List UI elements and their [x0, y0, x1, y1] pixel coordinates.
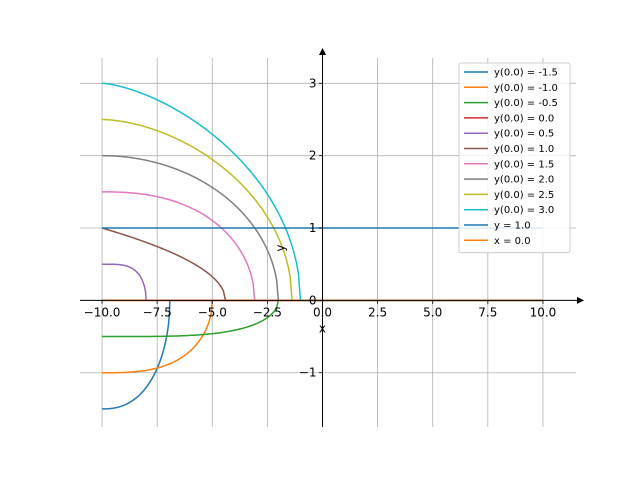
- x-tick-label: −2.5: [253, 305, 282, 319]
- series-line-5: [101, 227, 543, 302]
- legend-entry-label: y(0.0) = -1.0: [494, 83, 558, 94]
- x-axis-label: x: [319, 321, 326, 335]
- legend-entry-label: x = 0.0: [494, 236, 531, 247]
- series-line-7: [102, 154, 543, 302]
- y-axis-label: y: [273, 244, 287, 251]
- axes: [80, 48, 584, 427]
- x-tick-label: −5.0: [198, 305, 227, 319]
- legend-frame: [458, 62, 571, 254]
- y-tick-label: −1: [299, 366, 317, 380]
- series-line-1: [102, 299, 543, 374]
- x-tick-label: −7.5: [143, 305, 172, 319]
- series-line-6: [102, 191, 543, 302]
- legend-entry-label: y(0.0) = 3.0: [494, 205, 554, 216]
- x-tick-label: 5.0: [423, 305, 442, 319]
- legend-entry-label: y(0.0) = 1.0: [494, 144, 554, 155]
- legend: y(0.0) = -1.5 y(0.0) = -1.0 y(0.0) = -0.5 y…: [458, 62, 571, 254]
- ticks: −10.0 −7.5 −5.0 −2.5 0.0 2.5 5.0 7.5 10.0 −1 0 1 2 3: [84, 76, 557, 379]
- legend-entry-label: y(0.0) = 2.0: [494, 175, 554, 186]
- x-tick-label: 2.5: [368, 305, 387, 319]
- y-tick-label: 3: [309, 76, 317, 90]
- series-line-2: [102, 299, 543, 338]
- x-axis-arrow: [577, 296, 584, 304]
- series-line-4: [102, 263, 543, 302]
- x-tick-label: −10.0: [84, 305, 121, 319]
- x-tick-label: 10.0: [530, 305, 557, 319]
- y-tick-label: 1: [309, 221, 317, 235]
- legend-entry-label: y(0.0) = 1.5: [494, 159, 554, 170]
- legend-entry-label: y = 1.0: [494, 221, 531, 232]
- legend-entry-label: y(0.0) = -1.5: [494, 68, 558, 79]
- legend-entry-label: y(0.0) = 0.5: [494, 129, 554, 140]
- series-line-9: [101, 82, 543, 302]
- x-tick-label: 7.5: [478, 305, 497, 319]
- series-line-0: [102, 299, 543, 410]
- x-tick-label: 0.0: [313, 305, 332, 319]
- legend-entry-label: y(0.0) = 2.5: [494, 190, 554, 201]
- y-tick-label: 0: [309, 293, 317, 307]
- legend-entry-label: y(0.0) = 0.0: [494, 113, 554, 124]
- legend-entry-label: y(0.0) = -0.5: [494, 98, 558, 109]
- y-axis-arrow: [318, 48, 326, 55]
- y-tick-label: 2: [309, 149, 317, 163]
- series-line-8: [102, 118, 543, 302]
